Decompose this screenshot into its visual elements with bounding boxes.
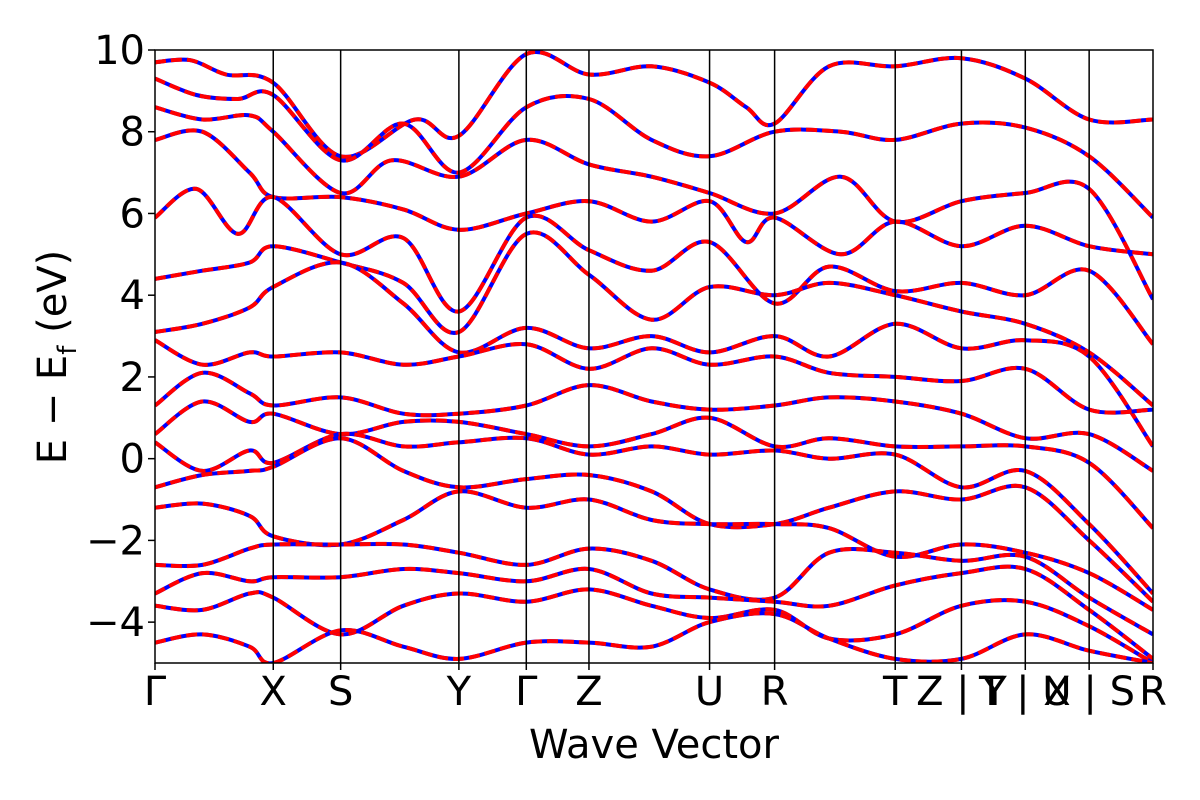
x-tick-label-11: X | S <box>1043 669 1135 715</box>
y-tick-label-0: −4 <box>86 600 145 646</box>
band-line-dashed-13 <box>155 541 1153 637</box>
y-tick-label-5: 6 <box>120 191 145 237</box>
x-tick-label-6: U <box>695 669 724 715</box>
x-tick-label-12: R <box>1139 669 1167 715</box>
y-tick-label-2: 0 <box>120 437 145 483</box>
kpath-dividers <box>272 50 1090 663</box>
band-line-dashed-5 <box>155 230 1153 408</box>
y-tick-label-6: 8 <box>120 110 145 156</box>
x-tick-label-2: S <box>328 669 353 715</box>
band-line-dashed-10 <box>155 431 1153 595</box>
band-line-dashed-9 <box>155 399 1153 530</box>
x-tick-label-3: Y <box>446 669 472 715</box>
x-tick-label-7: R <box>761 669 789 715</box>
band-line-solid-9 <box>155 399 1153 530</box>
y-tick-label-3: 2 <box>120 355 145 401</box>
band-line-solid-16 <box>155 611 1153 663</box>
band-line-dashed-7 <box>155 338 1153 415</box>
band-line-solid-10 <box>155 431 1153 595</box>
y-tick-label-7: 10 <box>94 28 145 74</box>
bands-layer <box>155 50 1153 663</box>
band-line-solid-13 <box>155 541 1153 637</box>
x-tick-label-5: Z <box>575 669 602 715</box>
y-axis-ticks: −4 −2 0 2 4 6 8 10 <box>86 28 155 646</box>
band-line-dashed-16 <box>155 611 1153 663</box>
band-line-dashed-8 <box>155 370 1153 473</box>
band-line-dashed-3 <box>155 128 1153 257</box>
y-tick-label-4: 4 <box>120 273 145 319</box>
band-line-solid-3 <box>155 128 1153 257</box>
plot-area <box>154 49 1154 664</box>
x-tick-label-8: T <box>882 669 908 715</box>
band-line-solid-8 <box>155 370 1153 473</box>
x-tick-label-4: Γ <box>515 669 538 715</box>
x-tick-label-1: X <box>260 669 287 715</box>
band-line-dashed-4 <box>155 186 1153 346</box>
x-tick-label-0: Γ <box>144 669 167 715</box>
band-line-dashed-14 <box>155 564 1153 661</box>
band-line-dashed-1 <box>155 76 1153 220</box>
x-axis-label: Wave Vector <box>529 722 780 768</box>
band-line-dashed-2 <box>155 105 1153 301</box>
y-axis-label: E − Ef (eV) <box>30 250 83 465</box>
band-line-solid-15 <box>155 587 1153 663</box>
x-tick-label-10: T | U <box>978 669 1072 715</box>
axes-frame <box>154 49 1154 664</box>
x-tick-label-9: Z | Y <box>916 669 1007 715</box>
y-tick-label-1: −2 <box>86 518 145 564</box>
